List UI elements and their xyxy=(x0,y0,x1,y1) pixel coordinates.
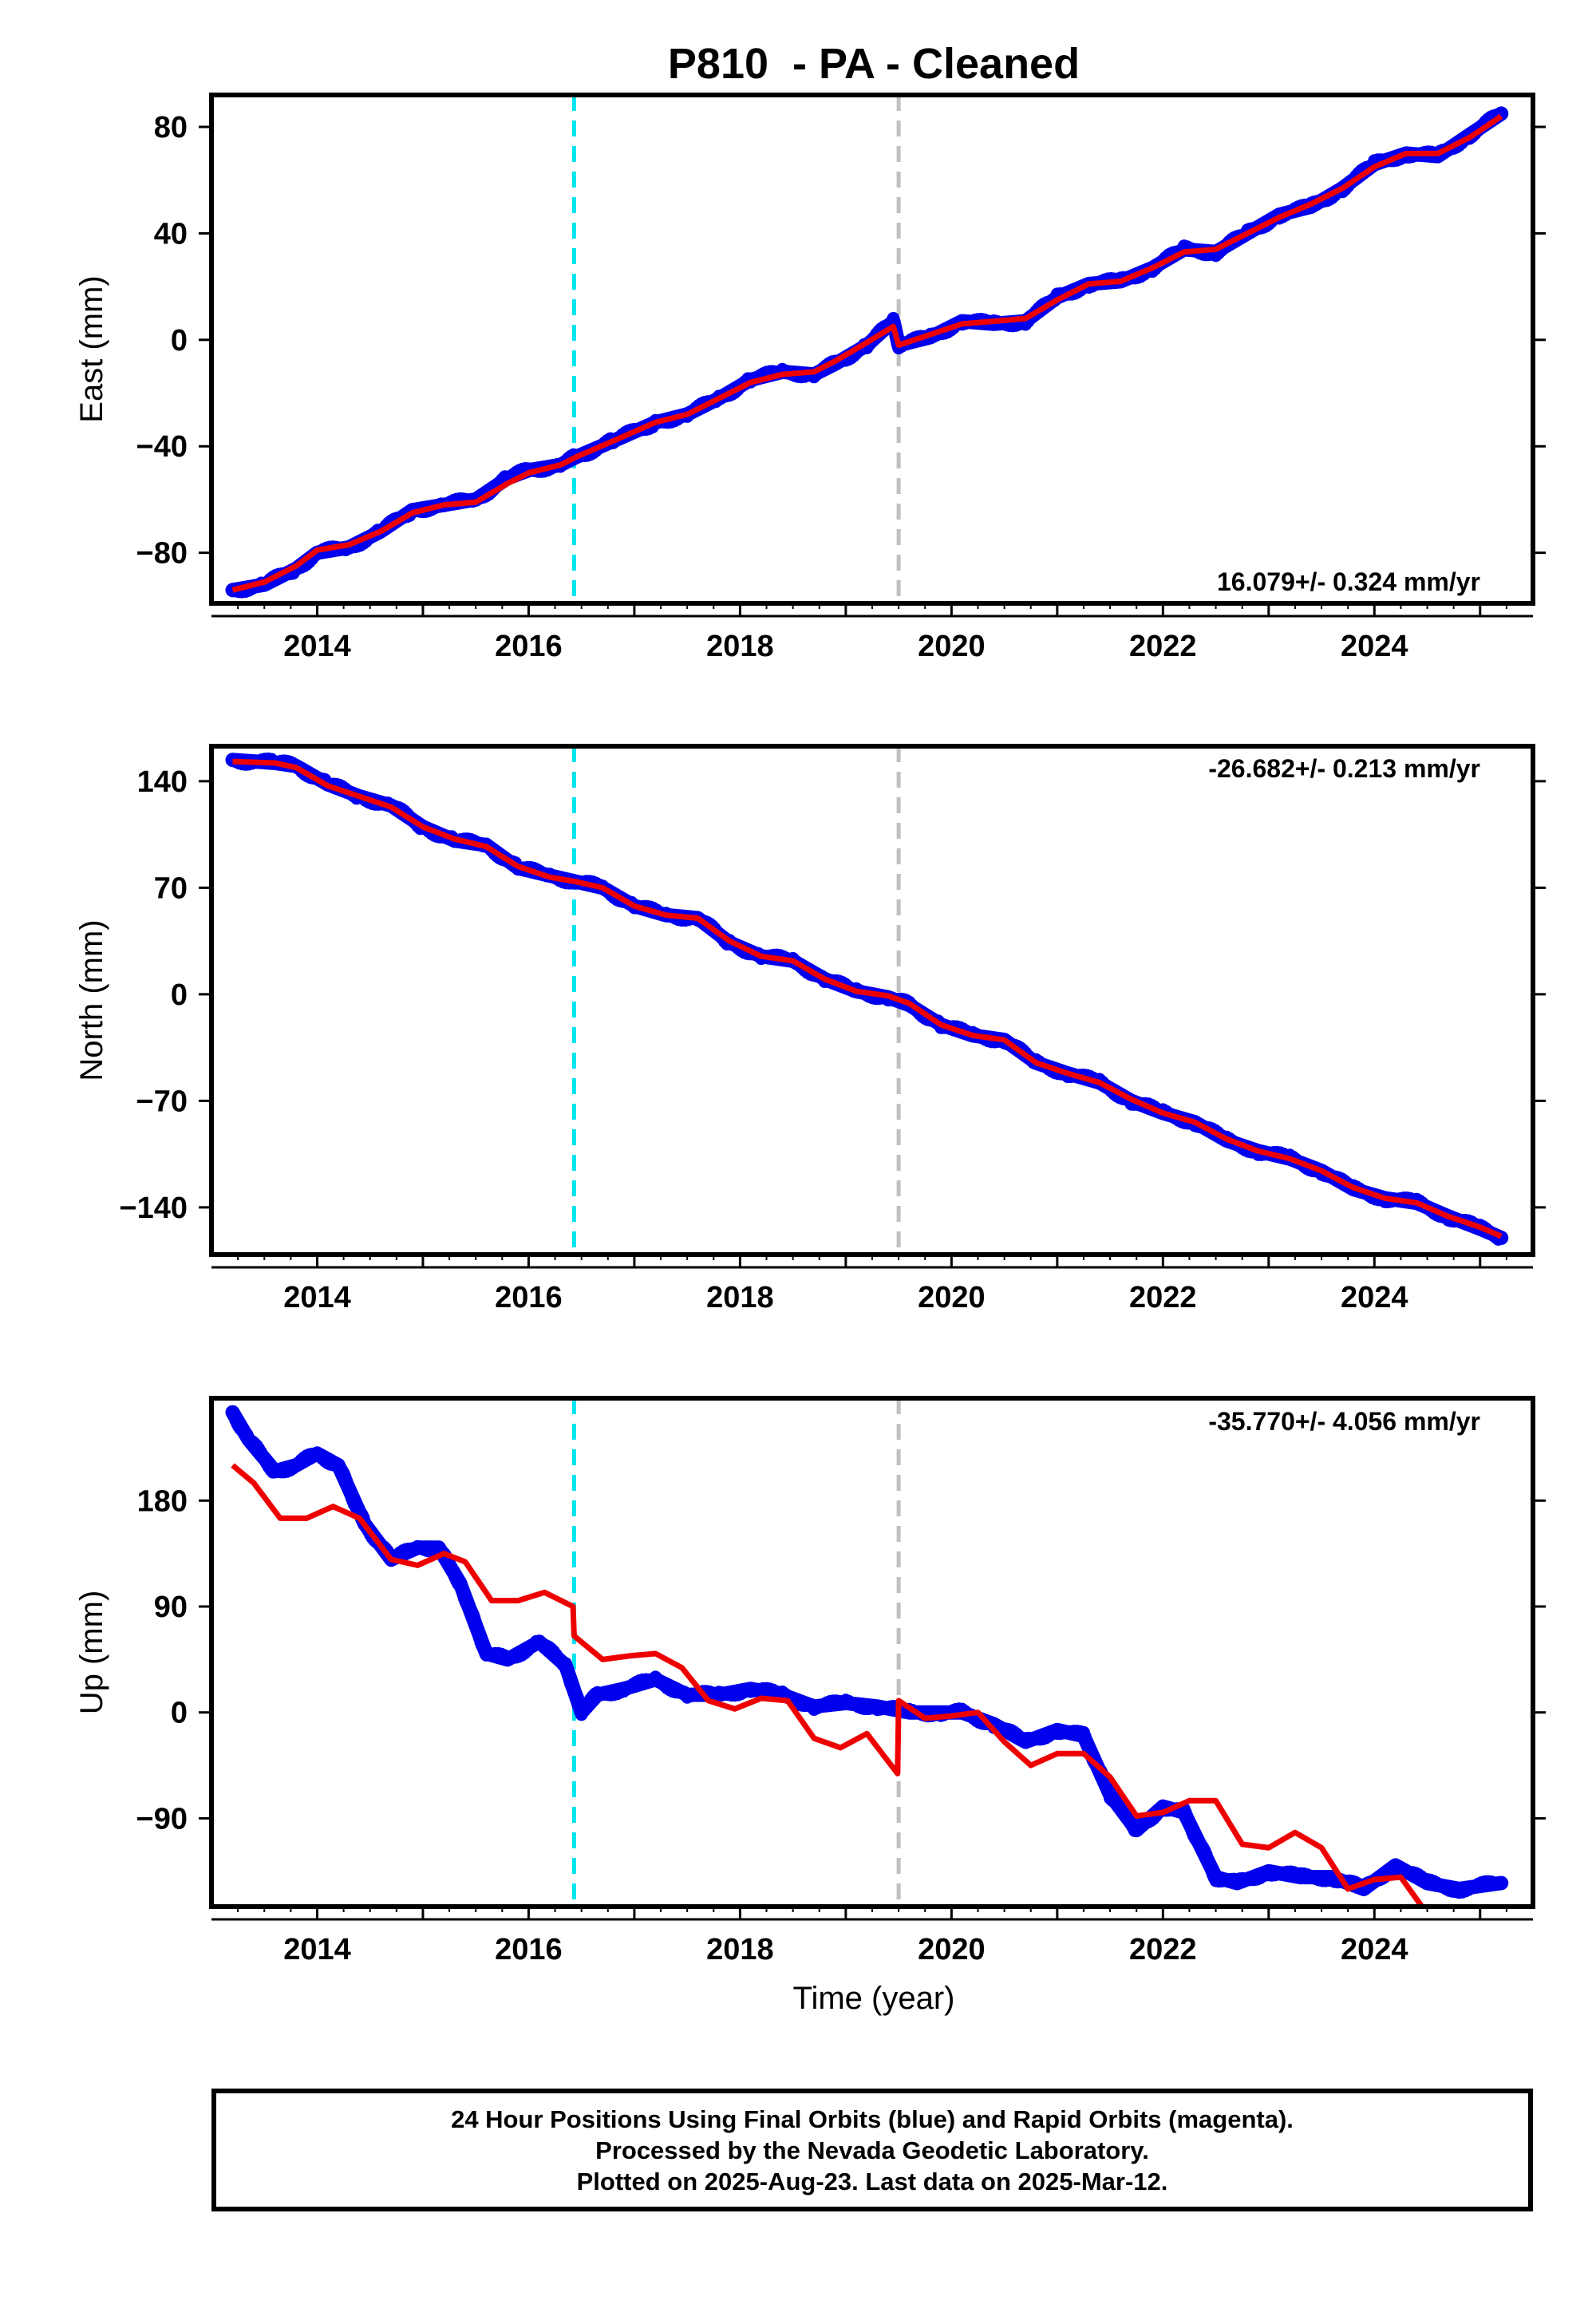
x-tick-label: 2020 xyxy=(918,630,986,663)
x-axis-label: Time (year) xyxy=(793,1981,955,2016)
footer-info-box: 24 Hour Positions Using Final Orbits (bl… xyxy=(211,2089,1533,2211)
x-tick-label: 2018 xyxy=(706,1933,774,1966)
y-tick-label: 0 xyxy=(171,324,188,358)
x-tick-label: 2014 xyxy=(283,630,351,663)
y-tick-label: 40 xyxy=(154,217,188,251)
velocity-rate-label: -26.682+/- 0.213 mm/yr xyxy=(1208,754,1480,783)
velocity-rate-label: 16.079+/- 0.324 mm/yr xyxy=(1217,567,1480,596)
observed-band-line xyxy=(225,1405,1509,1896)
y-tick-label: 0 xyxy=(171,978,188,1012)
footer-line-processed: Processed by the Nevada Geodetic Laborat… xyxy=(595,2136,1149,2164)
y-tick-label: 80 xyxy=(154,111,188,144)
x-tick-label: 2016 xyxy=(495,630,563,663)
x-tick-label: 2020 xyxy=(918,1933,986,1966)
x-tick-label: 2020 xyxy=(918,1281,986,1314)
up-panel: −90 0 90 180 2014 2016 2018 2020 2022 2024 Up (mm)… xyxy=(74,1396,1546,1966)
y-tick-label: −90 xyxy=(136,1802,188,1836)
x-tick-label: 2018 xyxy=(706,1281,774,1314)
y-axis-label: North (mm) xyxy=(74,919,109,1081)
panel-frame xyxy=(209,1396,1535,1909)
east-panel: −80 −40 0 40 80 2014 2016 2018 2020 2022 2024 East … xyxy=(74,93,1546,663)
observed-positions xyxy=(226,1405,1505,1899)
y-tick-label: −140 xyxy=(119,1192,188,1225)
y-tick-label: −70 xyxy=(136,1085,188,1118)
y-tick-label: 0 xyxy=(171,1697,188,1730)
x-tick-label: 2016 xyxy=(495,1933,563,1966)
y-tick-label: −40 xyxy=(136,430,188,464)
x-tick-label: 2014 xyxy=(283,1281,351,1314)
x-tick-label: 2022 xyxy=(1129,630,1197,663)
footer-line-orbits: 24 Hour Positions Using Final Orbits (bl… xyxy=(451,2105,1294,2133)
north-panel: −140 −70 0 70 140 2014 2016 2018 2020 2022 2024 Nor… xyxy=(74,744,1546,1314)
model-fit-line xyxy=(232,758,1503,1239)
x-tick-label: 2014 xyxy=(283,1933,351,1966)
x-tick-label: 2018 xyxy=(706,630,774,663)
y-axis-label: East (mm) xyxy=(74,275,109,422)
chart-title: P810 - PA - Cleaned xyxy=(668,40,1080,88)
observed-band-line xyxy=(225,106,1509,598)
footer-line-dates: Plotted on 2025-Aug-23. Last data on 202… xyxy=(576,2167,1168,2195)
y-tick-label: 180 xyxy=(137,1484,188,1518)
x-tick-label: 2022 xyxy=(1129,1281,1197,1314)
y-axis-label: Up (mm) xyxy=(74,1591,109,1715)
x-tick-label: 2024 xyxy=(1341,630,1408,663)
y-tick-label: 140 xyxy=(137,765,188,799)
x-tick-label: 2016 xyxy=(495,1281,563,1314)
x-tick-label: 2024 xyxy=(1341,1933,1408,1966)
model-fit-line xyxy=(231,1463,1424,1907)
model-fit-line xyxy=(231,113,1503,593)
y-tick-label: 90 xyxy=(154,1591,188,1624)
y-tick-label: −80 xyxy=(136,537,188,571)
x-tick-label: 2024 xyxy=(1341,1281,1408,1314)
velocity-rate-label: -35.770+/- 4.056 mm/yr xyxy=(1208,1407,1480,1436)
y-tick-label: 70 xyxy=(154,871,188,905)
x-tick-label: 2022 xyxy=(1129,1933,1197,1966)
